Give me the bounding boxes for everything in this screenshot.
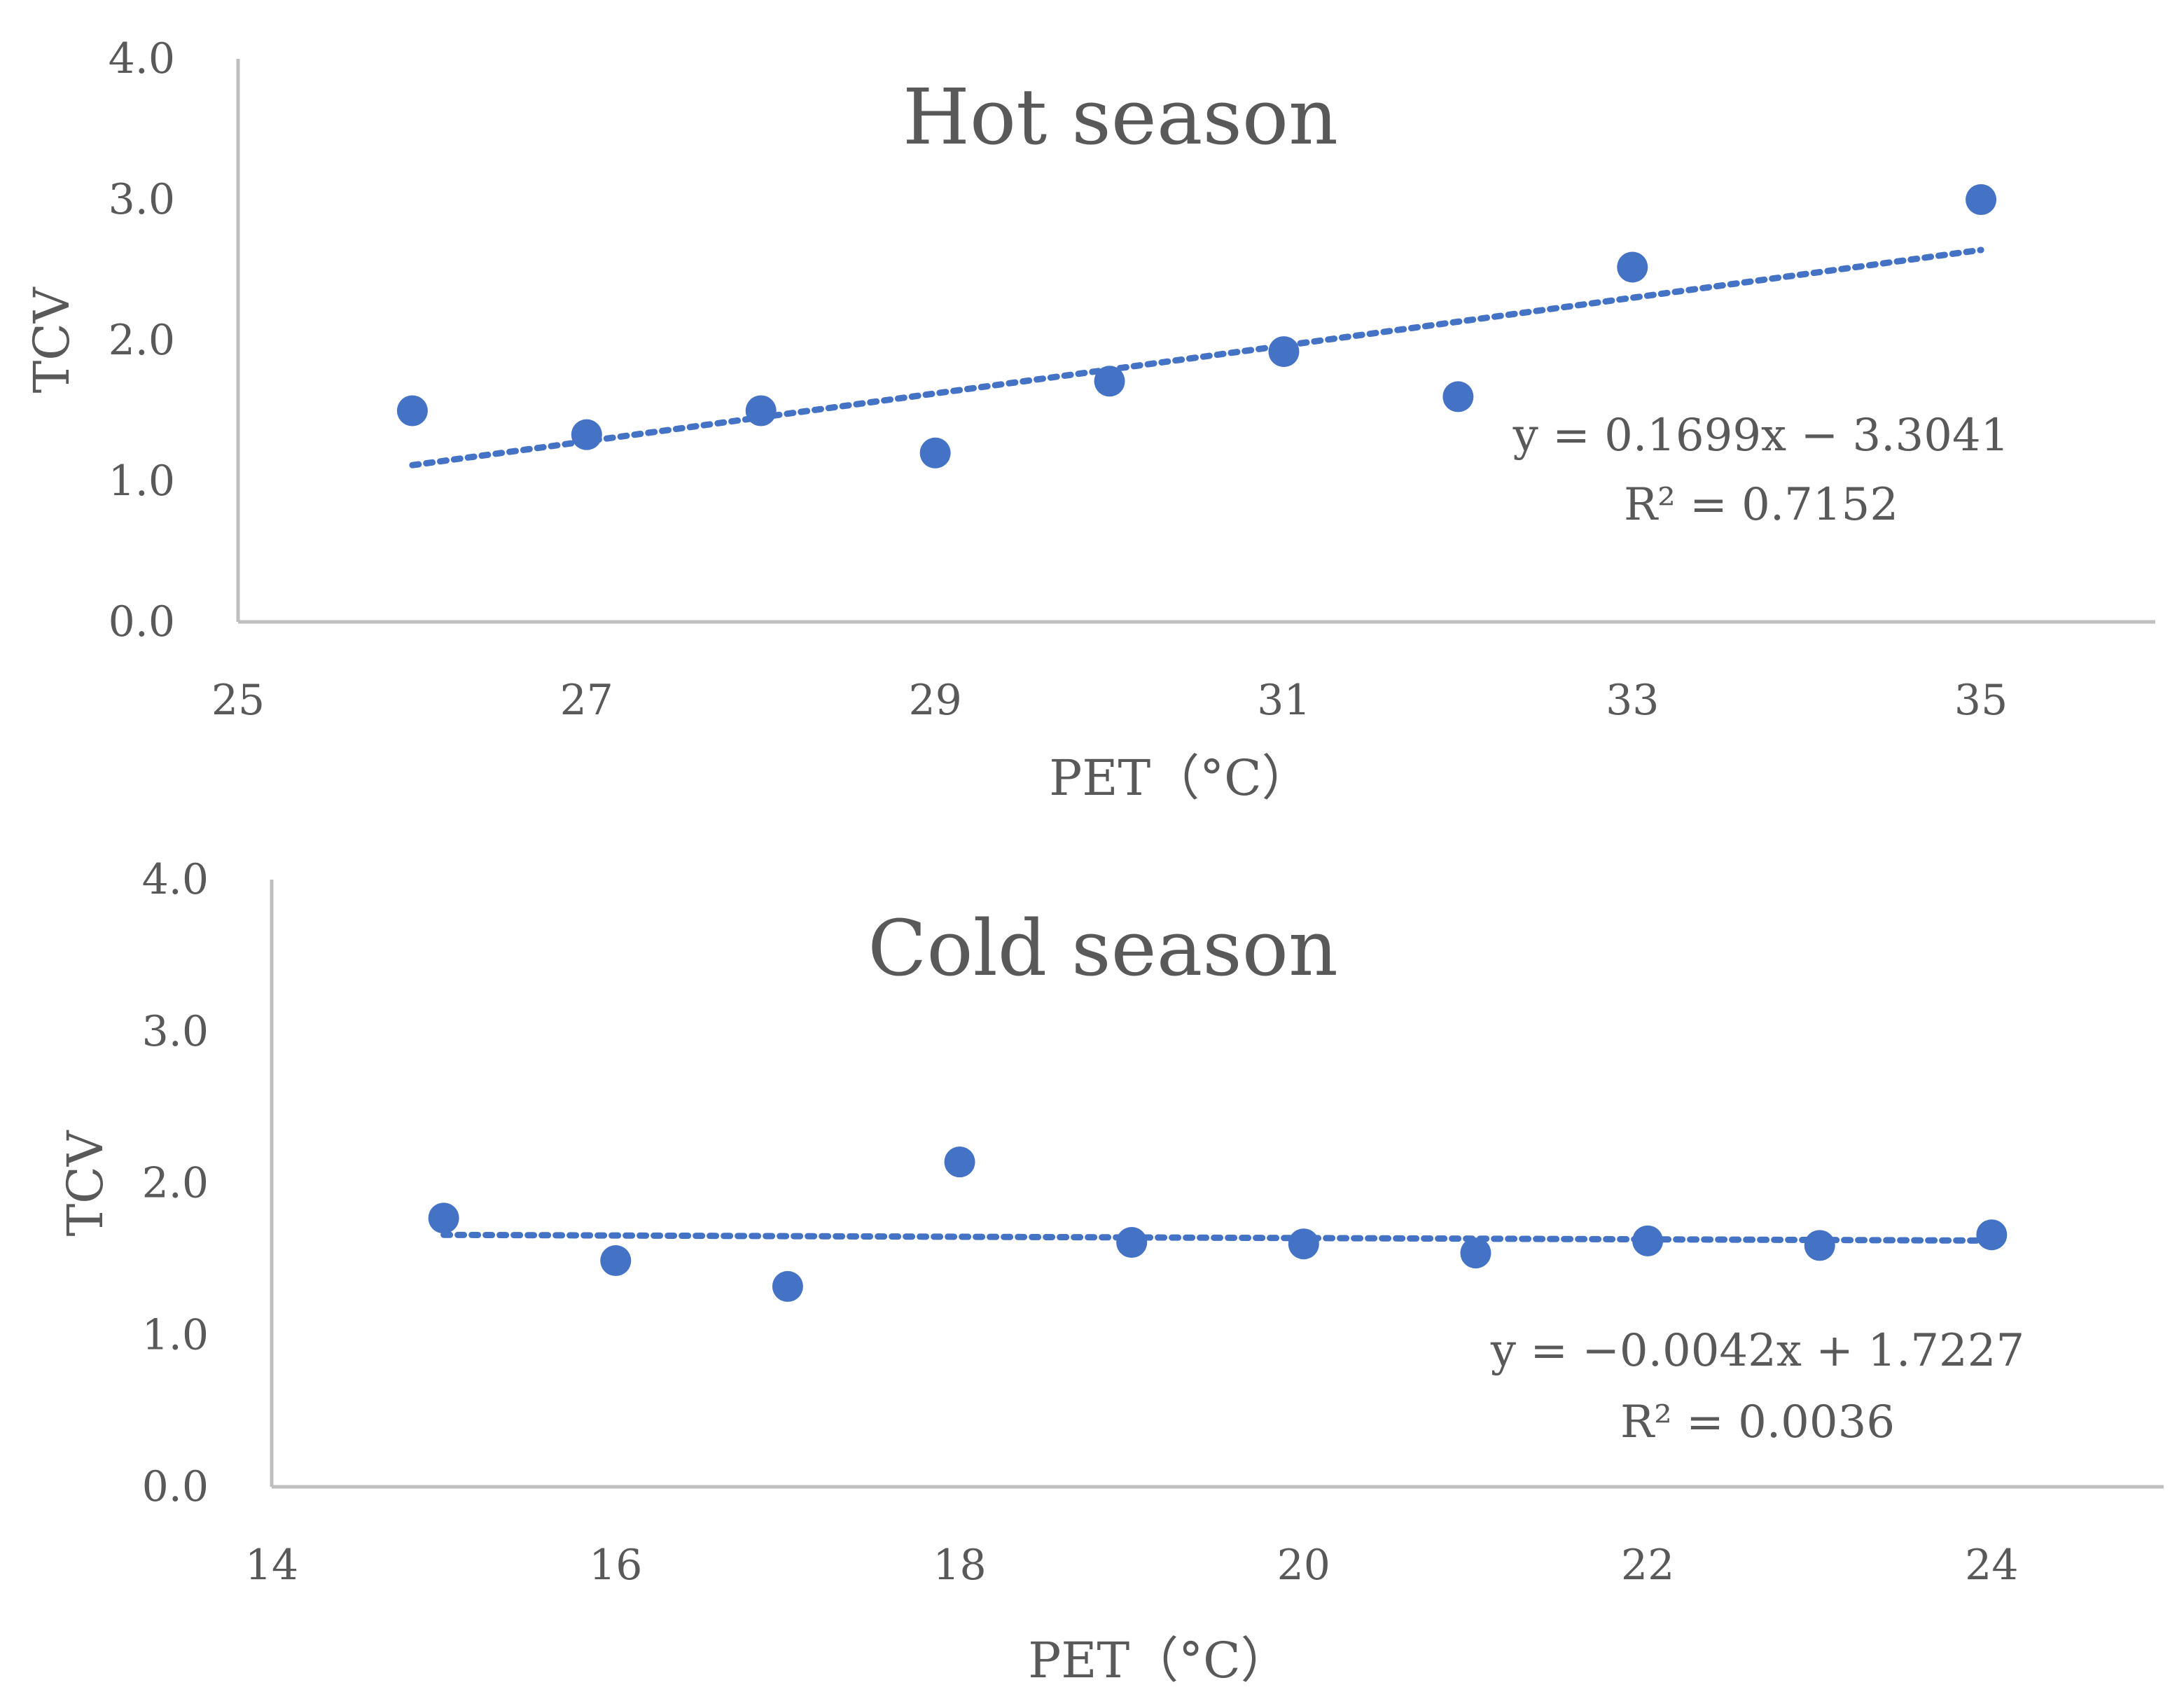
hot-y-tick-label: 0.0 — [109, 597, 175, 646]
cold-season-chart: Cold season PET（°C） TCV 0.01.02.03.04.0 … — [57, 855, 2164, 1689]
hot-x-tick-label: 25 — [211, 676, 265, 725]
hot-y-tick-label: 4.0 — [109, 34, 175, 83]
hot-y-tick-label: 1.0 — [109, 457, 175, 506]
hot-x-axis-title: PET（°C） — [1049, 749, 1310, 807]
cold-trendline-layer — [440, 1231, 1995, 1244]
hot-data-point — [1268, 336, 1300, 368]
cold-data-point — [1116, 1227, 1148, 1258]
cold-data-point — [1460, 1237, 1491, 1269]
cold-y-tick-label: 0.0 — [142, 1462, 209, 1511]
hot-trendline-layer — [409, 247, 1984, 469]
cold-y-tick-labels: 0.0 1.0 2.0 3.0 4.0 — [142, 855, 209, 1511]
cold-x-tick-label: 22 — [1621, 1541, 1674, 1590]
cold-x-tick-label: 18 — [933, 1541, 986, 1590]
cold-data-points — [428, 1146, 2008, 1302]
cold-x-tick-label: 16 — [589, 1541, 642, 1590]
cold-trendline-equation: y = −0.0042x + 1.7227 — [1490, 1325, 2024, 1377]
cold-trendline-r-squared: R² = 0.0036 — [1620, 1396, 1895, 1448]
cold-y-axis-title: TCV — [57, 1130, 114, 1236]
hot-chart-title: Hot season — [903, 72, 1338, 162]
hot-x-tick-label: 31 — [1257, 676, 1310, 725]
hot-y-tick-label: 3.0 — [109, 175, 175, 224]
cold-data-point — [428, 1202, 459, 1234]
cold-data-point — [1976, 1219, 2008, 1251]
hot-y-axis-title: TCV — [23, 286, 81, 393]
cold-x-axis-title: PET（°C） — [1028, 1632, 1289, 1689]
cold-x-tick-label: 14 — [245, 1541, 298, 1590]
hot-data-point — [396, 395, 428, 426]
cold-y-tick-label: 4.0 — [142, 855, 209, 904]
cold-data-point — [600, 1245, 632, 1277]
hot-trendline-equation: y = 0.1699x − 3.3041 — [1512, 410, 2010, 462]
hot-data-point — [919, 437, 951, 469]
hot-y-tick-label: 2.0 — [109, 316, 175, 365]
hot-y-tick-labels: 0.0 1.0 2.0 3.0 4.0 — [109, 34, 175, 646]
cold-y-tick-label: 1.0 — [142, 1310, 209, 1359]
cold-y-tick-label: 3.0 — [142, 1007, 209, 1056]
cold-data-point — [772, 1270, 803, 1302]
hot-trendline — [409, 247, 1984, 469]
hot-x-tick-labels: 25 27 29 31 33 35 — [211, 676, 2008, 725]
hot-season-chart: Hot season PET（°C） TCV 0.0 1.0 2.0 3.0 4.0 2… — [23, 34, 2155, 807]
hot-data-point — [1617, 251, 1648, 283]
cold-chart-title: Cold season — [868, 903, 1338, 993]
hot-trendline-r-squared: R² = 0.7152 — [1624, 479, 1898, 531]
cold-data-point — [1288, 1228, 1319, 1260]
hot-data-point — [745, 395, 777, 426]
hot-data-point — [1966, 184, 1997, 215]
hot-x-tick-label: 29 — [908, 676, 961, 725]
hot-x-tick-label: 35 — [1954, 676, 2008, 725]
cold-x-tick-label: 24 — [1965, 1541, 2018, 1590]
cold-data-point — [1632, 1225, 1664, 1256]
hot-x-tick-label: 27 — [560, 676, 613, 725]
hot-x-tick-label: 33 — [1606, 676, 1659, 725]
hot-data-points — [396, 184, 1997, 469]
hot-data-point — [1442, 381, 1474, 412]
cold-y-tick-label: 2.0 — [142, 1159, 209, 1208]
cold-x-tick-labels: 14 16 18 20 22 24 — [245, 1541, 2019, 1590]
hot-data-point — [1094, 366, 1125, 397]
cold-data-point — [944, 1146, 975, 1178]
cold-trendline — [440, 1231, 1995, 1244]
cold-x-tick-label: 20 — [1277, 1541, 1330, 1590]
cold-data-point — [1804, 1230, 1835, 1261]
hot-data-point — [571, 419, 602, 450]
